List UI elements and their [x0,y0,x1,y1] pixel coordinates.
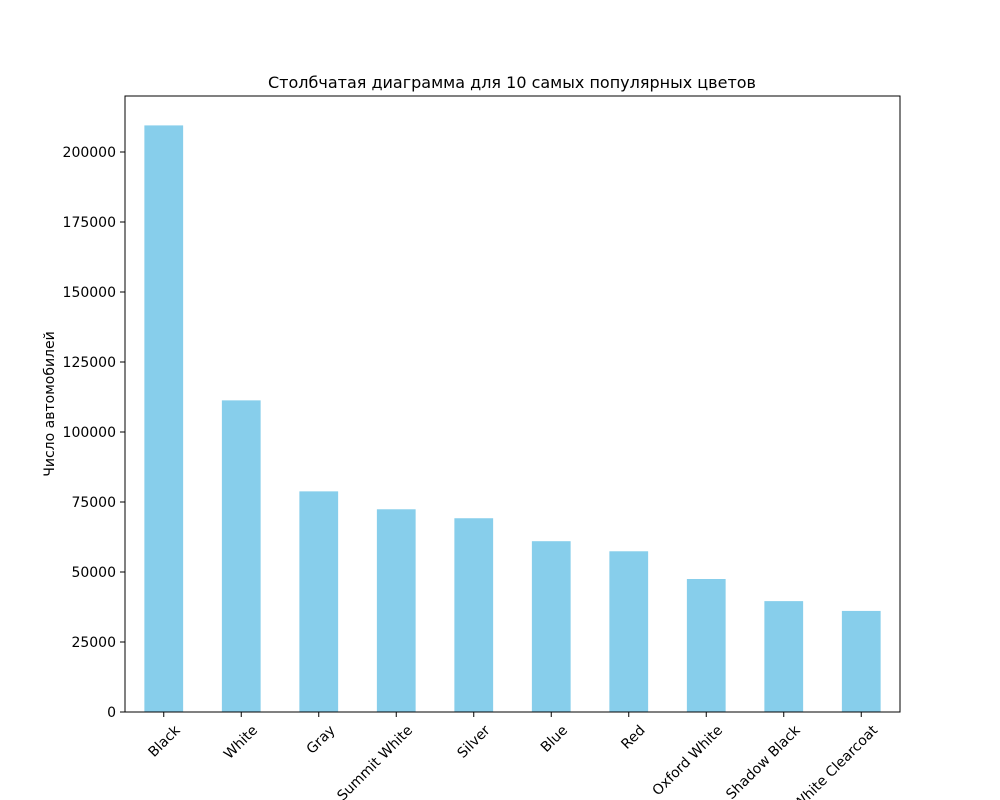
y-tick-label: 0 [107,705,116,721]
bar-silver [454,518,494,712]
bar-white-clearcoat [841,610,881,712]
bar-summit-white [376,509,416,712]
y-axis-ticks: 0 25000 50000 75000 100000 125000 150000 175000… [63,145,125,721]
y-tick-label: 50000 [71,565,116,581]
y-tick-label: 175000 [63,215,116,231]
y-tick-label: 25000 [71,635,116,651]
x-tick-label: Summit White [334,723,416,800]
x-tick-label: Shadow Black [723,722,804,800]
y-tick-label: 100000 [63,425,116,441]
y-tick-label: 125000 [63,355,116,371]
x-tick-label: White [221,723,261,763]
bar-white [221,400,261,712]
plot-frame [124,95,901,713]
chart-title: Столбчатая диаграмма для 10 самых популя… [268,73,756,92]
bar-gray [299,491,339,712]
x-tick-label: Blue [538,723,571,756]
bar-red [609,551,649,712]
x-tick-label: Gray [304,723,339,758]
x-tick-label: Red [618,723,648,753]
x-tick-label: Oxford White [649,723,726,800]
bar-shadow-black [764,601,804,712]
bar-blue [531,541,571,712]
x-tick-label: Silver [454,722,493,761]
x-tick-label: Black [145,722,184,761]
y-tick-label: 75000 [71,495,116,511]
bars-group [144,125,881,712]
y-tick-label: 150000 [63,285,116,301]
y-tick-label: 200000 [63,145,116,161]
y-axis-label: Число автомобилей [42,331,58,476]
x-tick-label: White Clearcoat [791,722,882,800]
bar-oxford-white [686,579,726,712]
bar-black [144,125,184,712]
